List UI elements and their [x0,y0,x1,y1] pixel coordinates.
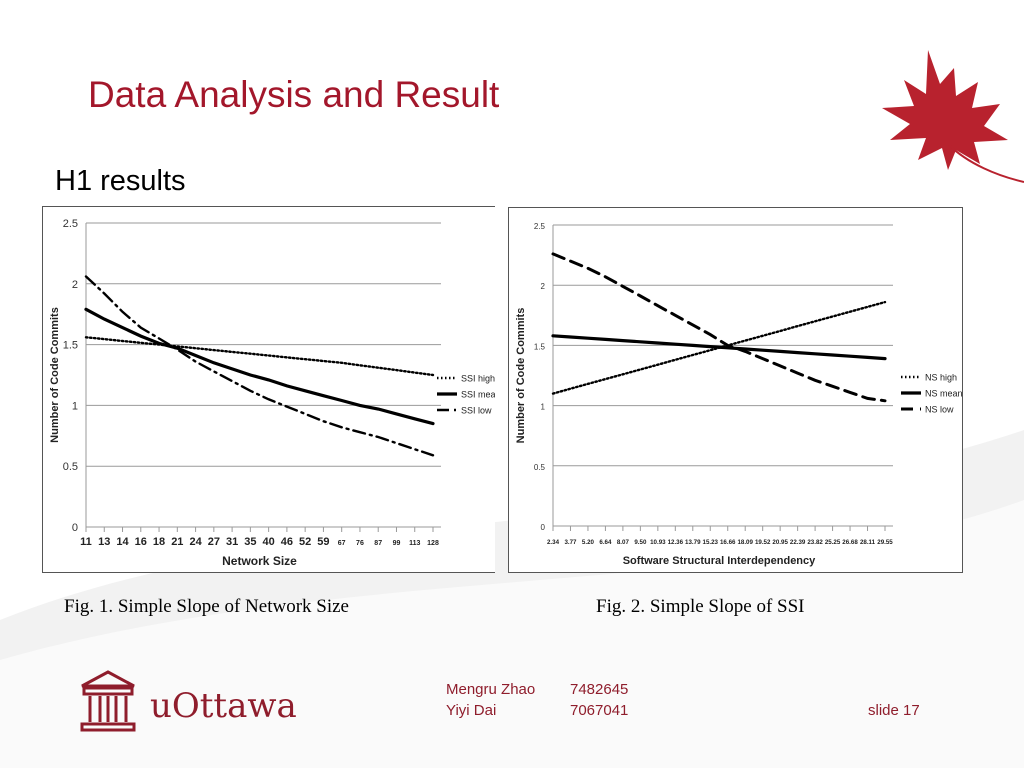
x-tick-label: 13 [98,536,110,548]
x-tick-label: 31 [226,536,238,548]
x-tick-label: 24 [189,536,202,548]
x-axis-label: Software Structural Interdependency [623,555,816,567]
x-tick-label: 16 [135,536,147,548]
series-line-ssi-low [84,275,435,457]
x-tick-label: 46 [281,536,293,548]
chart-ssi: 0 0.5 1 1.5 2 2.5 2.34 3.77 5.20 6.64 8.07 9.50 10.9… [508,207,963,573]
y-tick-label: 0.5 [63,461,78,473]
x-tick-label: 13.79 [685,539,701,546]
x-tick-label: 21 [171,536,183,548]
y-tick-label: 0 [541,523,546,532]
legend-label: NS mean [925,389,962,399]
legend-label: NS low [925,405,954,415]
series-line-ssi-high [84,336,435,377]
y-tick-label: 0.5 [534,463,546,472]
x-tick-label: 113 [409,540,420,547]
uottawa-logo-icon [80,670,136,732]
legend-label: NS high [925,373,957,383]
x-tick-label: 8.07 [617,539,630,546]
author2-name: Yiyi Dai [446,702,497,719]
x-tick-label: 99 [393,540,401,547]
x-tick-label: 3.77 [564,539,577,546]
figure-caption-1: Fig. 1. Simple Slope of Network Size [64,596,349,617]
x-tick-label: 14 [116,536,129,548]
x-tick-label: 15.23 [703,539,719,546]
figure-caption-2: Fig. 2. Simple Slope of SSI [596,596,805,617]
legend-label: SSI low [461,406,492,416]
y-tick-label: 2.5 [534,222,546,231]
author2-id: 7067041 [570,702,629,719]
x-tick-label: 59 [317,536,329,548]
x-tick-label: 18 [153,536,165,548]
slide-subtitle: H1 results [55,165,186,197]
legend-label: SSI high [461,374,495,384]
x-tick-label: 5.20 [582,539,595,546]
x-tick-label: 40 [263,536,275,548]
x-tick-label: 16.66 [720,539,736,546]
author1-id: 7482645 [570,681,629,698]
series-line-ns-low [551,252,887,403]
y-tick-label: 1 [72,400,78,412]
x-tick-label: 35 [244,536,256,548]
chart-ssi-svg: 0 0.5 1 1.5 2 2.5 2.34 3.77 5.20 6.64 8.07 9.50 10.9… [515,222,962,567]
y-axis-label: Number of Code Commits [515,308,527,444]
x-tick-label: 11 [80,536,92,548]
slide-number: slide 17 [868,702,920,719]
x-tick-label: 26.68 [842,539,858,546]
x-tick-label: 67 [338,540,346,547]
y-tick-label: 2 [541,282,546,291]
y-tick-label: 0 [72,522,78,534]
x-tick-label: 87 [374,540,382,547]
x-tick-label: 19.52 [755,539,771,546]
y-tick-label: 1.5 [63,340,78,352]
x-tick-label: 29.55 [877,539,893,546]
x-tick-label: 23.82 [807,539,823,546]
series-line-ns-mean [551,334,887,361]
legend-label: SSI mean [461,390,495,400]
y-tick-label: 2 [72,279,78,291]
x-tick-label: 6.64 [599,539,612,546]
x-tick-label: 10.93 [650,539,666,546]
x-tick-label: 25.25 [825,539,841,546]
x-tick-label: 2.34 [547,539,560,546]
x-tick-label: 128 [427,540,439,547]
x-axis-label: Network Size [222,554,297,568]
x-tick-label: 20.95 [772,539,788,546]
x-tick-label: 52 [299,536,311,548]
x-tick-label: 76 [356,540,364,547]
logo-text: uOttawa [150,686,297,726]
y-axis-label: Number of Code Commits [49,307,61,443]
y-tick-label: 1.5 [534,342,546,351]
author1-name: Mengru Zhao [446,681,536,698]
x-tick-label: 9.50 [634,539,647,546]
chart-network-size-svg: 0 0.5 1 1.5 2 2.5 11 13 14 16 18 21 24 27 31 35 40 46 52 59… [49,218,495,568]
series-line-ssi-mean [84,307,435,426]
x-tick-label: 12.36 [668,539,684,546]
x-tick-label: 27 [208,536,220,548]
y-tick-label: 2.5 [63,218,78,230]
x-tick-label: 18.09 [737,539,753,546]
y-tick-label: 1 [541,403,546,412]
x-tick-label: 28.11 [860,539,876,546]
x-tick-label: 22.39 [790,539,806,546]
slide-title: Data Analysis and Result [88,74,500,115]
chart-network-size: 0 0.5 1 1.5 2 2.5 11 13 14 16 18 21 24 27 31 35 40 46 52 59… [42,206,495,573]
maple-leaf-icon [882,50,1024,183]
